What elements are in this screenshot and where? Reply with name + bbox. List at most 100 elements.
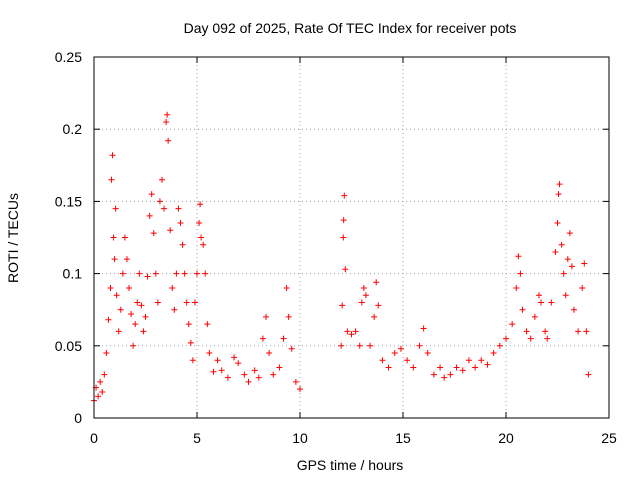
x-tick-label: 0 [90, 430, 98, 446]
data-point [99, 389, 106, 396]
data-point [266, 350, 273, 357]
data-point [241, 371, 248, 378]
data-point [575, 328, 582, 335]
data-point [181, 270, 188, 277]
data-point [297, 386, 303, 393]
data-point [152, 270, 159, 277]
data-point [542, 328, 549, 335]
data-point [352, 328, 359, 335]
x-tick-label: 20 [498, 430, 514, 446]
y-axis-label: ROTI / TECUs [5, 193, 21, 283]
data-point [97, 378, 104, 385]
data-point [108, 176, 115, 183]
x-axis-label: GPS time / hours [297, 457, 404, 473]
data-point [554, 220, 561, 227]
y-tick-label: 0.1 [63, 266, 83, 282]
data-point [121, 234, 128, 241]
data-point [453, 364, 460, 371]
data-point [420, 325, 427, 332]
data-point [509, 321, 516, 328]
data-point [235, 360, 242, 367]
data-point [191, 299, 198, 306]
data-point [373, 279, 380, 286]
data-point [224, 374, 231, 381]
data-point [288, 345, 295, 352]
data-point [562, 292, 569, 299]
data-point [430, 371, 437, 378]
plot-area-frame [93, 56, 610, 419]
grid [94, 57, 609, 418]
data-point [206, 350, 213, 357]
data-point [342, 266, 349, 273]
data-point [564, 256, 571, 263]
data-point [459, 367, 466, 374]
data-point [214, 357, 221, 364]
data-point [339, 302, 346, 309]
data-point [484, 361, 491, 368]
data-point [285, 313, 292, 320]
data-point [107, 285, 114, 292]
data-point [115, 328, 122, 335]
data-point [517, 270, 524, 277]
data-point [447, 371, 454, 378]
data-point [340, 234, 347, 241]
data-point [566, 230, 573, 237]
data-point [358, 299, 365, 306]
data-point [544, 335, 551, 342]
data-point [148, 191, 155, 198]
data-point [161, 205, 168, 212]
data-point [245, 378, 252, 385]
data-point [367, 342, 374, 349]
data-point [391, 350, 398, 357]
data-point [371, 313, 378, 320]
data-point [144, 273, 151, 280]
data-point [134, 299, 141, 306]
data-point [579, 285, 586, 292]
data-point [538, 299, 545, 306]
data-point [348, 331, 355, 338]
data-point [110, 234, 117, 241]
data-point [441, 374, 448, 381]
x-tick-label: 10 [292, 430, 308, 446]
data-point [101, 371, 108, 378]
data-point [496, 342, 503, 349]
data-point [105, 316, 112, 323]
data-point [556, 181, 563, 188]
data-point [128, 311, 135, 318]
data-point [570, 306, 577, 313]
data-point [583, 328, 590, 335]
data-point [218, 367, 225, 374]
chart-title: Day 092 of 2025, Rate Of TEC Index for r… [184, 20, 517, 36]
data-point [375, 302, 382, 309]
data-point [276, 364, 283, 371]
data-point [158, 176, 165, 183]
data-point [103, 350, 110, 357]
data-point [397, 345, 404, 352]
data-point [210, 368, 217, 375]
data-point [519, 306, 526, 313]
data-point [156, 198, 163, 205]
data-point [344, 328, 351, 335]
data-point [360, 285, 367, 292]
data-point [259, 335, 266, 342]
data-point [558, 241, 565, 248]
data-point [280, 335, 287, 342]
data-point [189, 357, 196, 364]
data-point [112, 205, 119, 212]
data-point [140, 328, 147, 335]
data-point [185, 321, 192, 328]
data-point [164, 111, 171, 118]
data-point [126, 285, 133, 292]
data-point [198, 234, 205, 241]
x-tick-label: 5 [193, 430, 201, 446]
data-point [231, 354, 238, 361]
data-point [490, 350, 497, 357]
data-point [535, 292, 542, 299]
y-tick-label: 0 [74, 410, 82, 426]
data-point [503, 335, 509, 342]
data-point [523, 328, 530, 335]
data-point [173, 270, 180, 277]
data-point [581, 260, 588, 267]
data-point [472, 364, 479, 371]
